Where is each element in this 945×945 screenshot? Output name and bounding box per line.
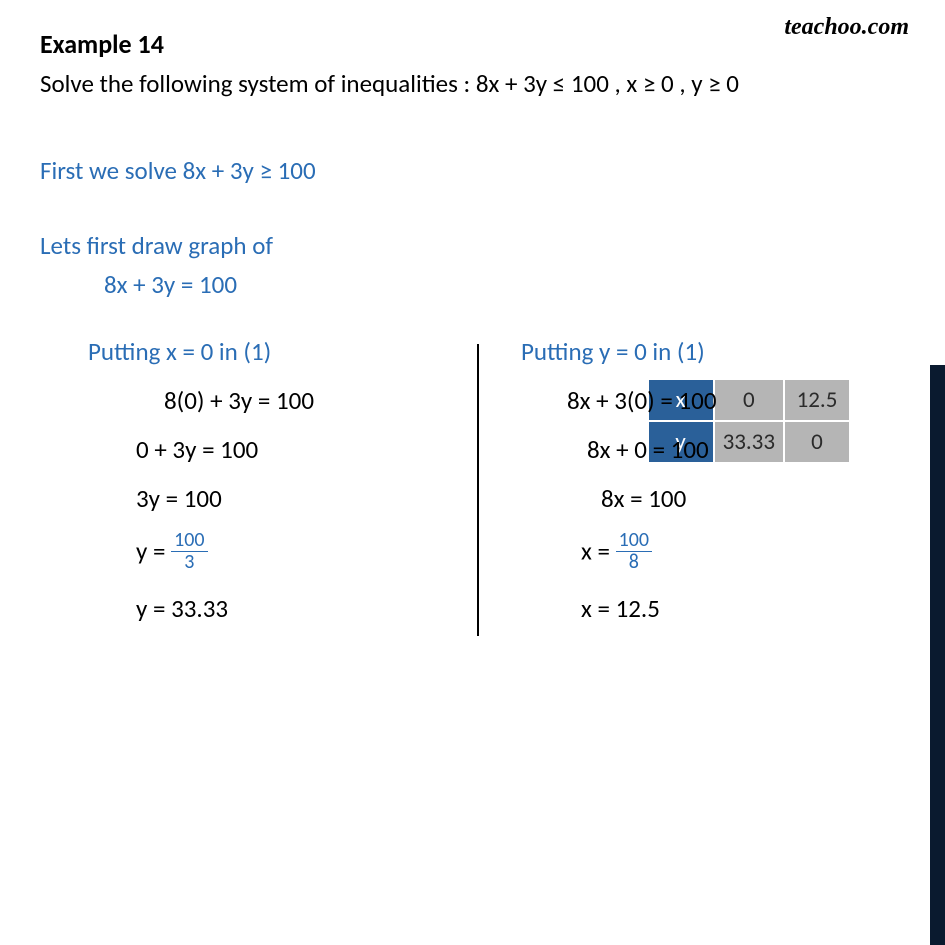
work-line: 8x + 0 = 100 <box>521 434 890 465</box>
fraction-denominator: 8 <box>616 552 652 573</box>
two-column-work: Putting x = 0 in (1) 8(0) + 3y = 100 0 +… <box>40 336 890 642</box>
step-draw-graph: Lets first draw graph of <box>40 230 890 261</box>
work-line: 8x = 100 <box>521 483 890 514</box>
fraction-denominator: 3 <box>171 552 207 573</box>
work-line: 8x + 3(0) = 100 <box>521 385 890 416</box>
fraction-numerator: 100 <box>171 530 207 552</box>
right-column: Putting y = 0 in (1) 8x + 3(0) = 100 8x … <box>479 336 890 642</box>
fraction-numerator: 100 <box>616 530 652 552</box>
question-text: Solve the following system of inequaliti… <box>40 66 890 101</box>
work-line: 8(0) + 3y = 100 <box>88 385 457 416</box>
example-title: Example 14 <box>40 28 890 60</box>
line-equation: 8x + 3y = 100 <box>104 269 890 300</box>
left-column: Putting x = 0 in (1) 8(0) + 3y = 100 0 +… <box>40 336 477 642</box>
work-line: x = 12.5 <box>521 593 890 624</box>
work-line: 3y = 100 <box>88 483 457 514</box>
watermark: teachoo.com <box>784 14 909 41</box>
step-first-solve: First we solve 8x + 3y ≥ 100 <box>40 155 890 186</box>
work-line: y = 33.33 <box>88 593 457 624</box>
side-accent-light <box>930 0 945 365</box>
side-accent-dark <box>930 365 945 945</box>
page-content: Example 14 Solve the following system of… <box>0 0 930 662</box>
fraction: 1003 <box>171 530 207 573</box>
work-line: 0 + 3y = 100 <box>88 434 457 465</box>
fraction: 1008 <box>616 530 652 573</box>
left-heading: Putting x = 0 in (1) <box>88 336 457 367</box>
fraction-prefix: x = <box>581 535 616 566</box>
work-line-fraction: y = 1003 <box>88 532 457 575</box>
right-heading: Putting y = 0 in (1) <box>521 336 890 367</box>
work-line-fraction: x = 1008 <box>521 532 890 575</box>
fraction-prefix: y = <box>136 535 171 566</box>
